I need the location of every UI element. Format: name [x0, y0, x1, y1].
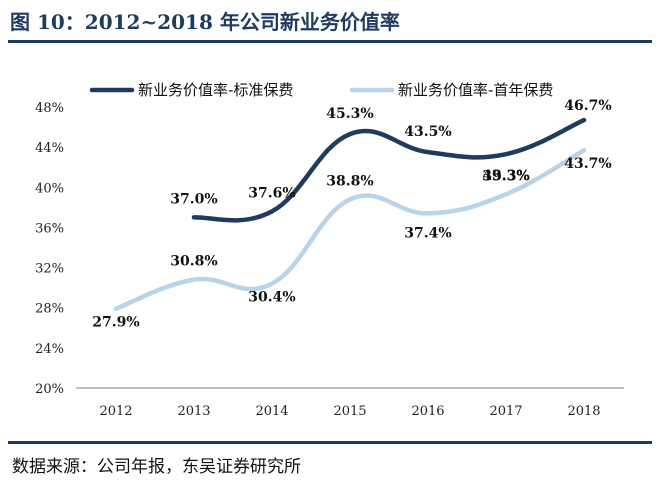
data-label: 27.9% [92, 315, 139, 331]
bottom-rule [8, 441, 652, 444]
data-label: 43.3% [482, 168, 529, 184]
series-lines [113, 117, 587, 311]
x-tick-label: 2015 [333, 404, 366, 419]
data-label: 30.8% [170, 254, 217, 270]
x-tick-label: 2013 [177, 404, 210, 419]
y-tick-label: 44% [35, 141, 64, 156]
data-label: 38.8% [326, 173, 373, 189]
data-label: 39.3% [482, 168, 529, 184]
series-line [191, 117, 587, 223]
y-tick-label: 40% [35, 181, 64, 196]
x-tick-label: 2012 [99, 404, 132, 419]
data-label: 37.0% [170, 191, 217, 207]
axes: 20% 24% 28% 32% 36% 40% 44% 48% 2012 2013 2014 2015… [35, 101, 624, 419]
y-tick-label: 36% [35, 221, 64, 236]
data-label: 37.6% [248, 185, 295, 201]
legend-label: 新业务价值率-标准保费 [138, 81, 293, 99]
data-label: 45.3% [326, 106, 373, 122]
data-label: 43.7% [564, 156, 611, 172]
x-tick-label: 2014 [255, 404, 288, 419]
data-label: 43.5% [404, 124, 451, 140]
x-tick-label: 2016 [411, 404, 444, 419]
data-label: 46.7% [564, 98, 611, 114]
line-chart: 20% 24% 28% 32% 36% 40% 44% 48% 2012 2013 2014 2015… [35, 81, 624, 419]
y-tick-label: 48% [35, 101, 64, 116]
x-tick-label: 2017 [489, 404, 522, 419]
data-labels: 37.0% 37.6% 45.3% 43.5% 43.3% 46.7% 27.9% 30.8%… [92, 98, 611, 331]
figure-title: 图 10：2012~2018 年公司新业务价值率 [10, 10, 400, 34]
source-note: 数据来源：公司年报，东吴证券研究所 [12, 457, 301, 477]
y-tick-label: 28% [35, 302, 64, 317]
x-tick-label: 2018 [567, 404, 600, 419]
y-tick-label: 24% [35, 342, 64, 357]
data-label: 37.4% [404, 225, 451, 241]
legend: 新业务价值率-标准保费 新业务价值率-首年保费 [89, 81, 553, 99]
series-line [113, 147, 587, 311]
y-tick-label: 32% [35, 262, 64, 277]
legend-label: 新业务价值率-首年保费 [398, 81, 553, 99]
y-tick-label: 20% [35, 382, 64, 397]
top-rule [8, 40, 652, 43]
data-label: 30.4% [248, 290, 295, 306]
